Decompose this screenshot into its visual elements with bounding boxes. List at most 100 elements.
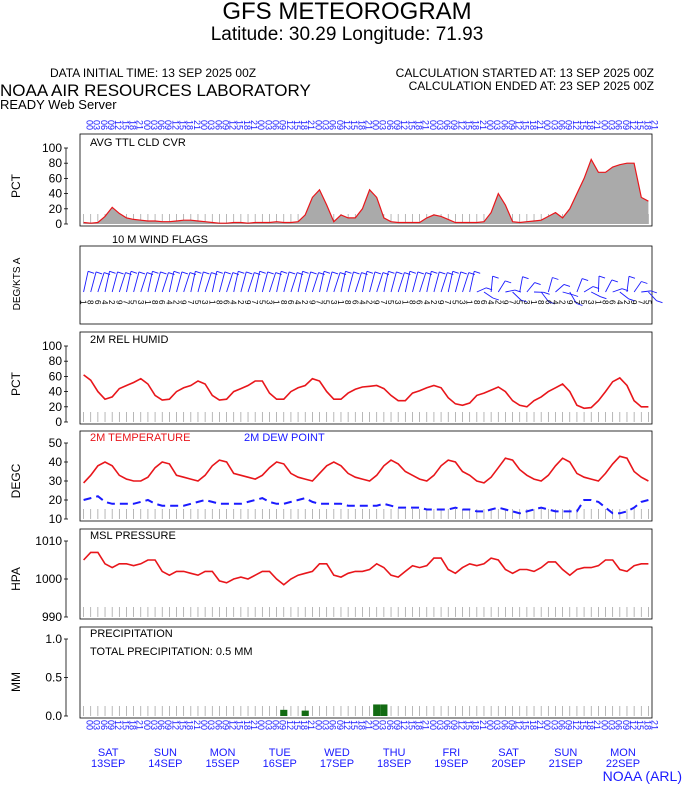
wind-barb [519, 276, 523, 293]
top-hour-label: 21 [363, 120, 373, 130]
bottom-hour-label: 15 [292, 720, 302, 730]
wind-barb [397, 272, 405, 293]
wind-speed-label: 4 [550, 300, 559, 305]
top-hour-label: 18 [528, 120, 538, 130]
top-hour-label: 15 [235, 120, 245, 130]
wind-barb [591, 291, 601, 298]
day-of-week-label: TUE [269, 747, 291, 759]
wind-speed-label: 4 [486, 300, 495, 305]
wind-barb [111, 271, 118, 293]
bottom-hour-label: 03 [549, 720, 559, 730]
wind-barb [648, 291, 657, 302]
pressure-panel-frame [79, 528, 653, 620]
wind-barb [83, 271, 89, 293]
wind-barb-flag [109, 270, 116, 274]
lab-name: NOAA AIR RESOURCES LABORATORY [0, 81, 311, 100]
wind-barb [497, 280, 506, 293]
temp-hour-ticks [83, 509, 649, 519]
wind-barb-flag [289, 271, 296, 275]
day-of-week-label: SAT [498, 747, 519, 759]
wind-speed-label: 5 [579, 300, 588, 305]
top-hour-label: 15 [120, 120, 130, 130]
wind-barb [619, 291, 629, 300]
bottom-hour-label: 12 [170, 720, 180, 730]
credit-label: NOAA (ARL) [602, 768, 682, 784]
bottom-hour-label: 21 [421, 720, 431, 730]
wind-barb-flag [130, 270, 138, 274]
wind-barb-flag [195, 270, 202, 274]
wind-speed-label: 2 [365, 300, 374, 305]
wind-barb-flag [650, 290, 657, 294]
wind-speed-label: 4 [164, 300, 173, 305]
wind-speed-label: 1 [143, 300, 152, 305]
wind-barb [290, 272, 298, 293]
bottom-hour-label: 12 [285, 720, 295, 730]
top-hour-label: 12 [285, 120, 295, 130]
wind-speed-label: 1 [207, 300, 216, 305]
bottom-hour-label: 18 [413, 720, 423, 730]
wind-barb-flag [259, 270, 266, 274]
wind-speed-label: 7 [508, 300, 517, 305]
top-hour-label: 15 [349, 120, 359, 130]
top-hour-label: 15 [464, 120, 474, 130]
wind-barb-flag [628, 298, 635, 302]
cloud-tick-label: 0 [55, 217, 62, 231]
top-hour-label: 12 [170, 120, 180, 130]
wind-barb-flag [611, 279, 618, 283]
day-of-week-label: WED [324, 747, 350, 759]
wind-speed-label: 2 [236, 300, 245, 305]
calc-ended-label: CALCULATION ENDED AT: 23 SEP 2025 00Z [408, 79, 654, 93]
precip-bar [280, 709, 288, 716]
top-hour-label: 21 [535, 120, 545, 130]
wind-speed-label: 6 [608, 300, 617, 305]
cloud-tick-label: 20 [49, 202, 63, 216]
wind-speed-label: 1 [336, 300, 345, 305]
wind-speed-label: 5 [257, 300, 266, 305]
bottom-hour-label: 03 [378, 720, 388, 730]
wind-speed-label: 8 [472, 300, 481, 305]
wind-barb [462, 272, 470, 293]
precip-tick-label: 0.0 [45, 709, 62, 723]
wind-barb [483, 291, 494, 299]
wind-barb [626, 276, 630, 293]
wind-barb [569, 291, 577, 304]
wind-barb-flag [246, 271, 253, 275]
wind-speed-label: 8 [343, 300, 352, 305]
wind-barb [526, 282, 535, 293]
wind-barb [240, 271, 247, 293]
pressure-tick-label: 1010 [35, 534, 62, 548]
pressure-tick-label: 1000 [35, 572, 62, 586]
wind-speed-label: 2 [429, 300, 438, 305]
wind-speed-label: 2 [300, 300, 309, 305]
pressure-hour-ticks [83, 607, 649, 617]
bottom-hour-label: 06 [156, 720, 166, 730]
wind-barb-flag [492, 275, 499, 279]
wind-barb [190, 271, 196, 293]
day-of-week-label: MON [210, 747, 236, 759]
bottom-hour-label: 15 [635, 720, 645, 730]
bottom-hour-label: 12 [342, 720, 352, 730]
bottom-hour-label: 03 [206, 720, 216, 730]
wind-barb-flag [641, 281, 648, 284]
top-hour-label: 09 [449, 120, 459, 130]
bottom-hour-label: 21 [363, 720, 373, 730]
wind-speed-label: 6 [222, 300, 231, 305]
top-hour-label: 06 [270, 120, 280, 130]
wind-barb-flag [552, 277, 559, 280]
top-hour-label: 06 [99, 120, 109, 130]
day-of-week-label: SUN [554, 747, 577, 759]
bottom-hour-label: 09 [278, 720, 288, 730]
bottom-hour-label: 18 [185, 720, 195, 730]
wind-speed-label: 1 [529, 300, 538, 305]
bottom-hour-label: 00 [142, 720, 152, 730]
bottom-hour-label: 21 [478, 720, 488, 730]
wind-speed-label: 9 [179, 300, 188, 305]
wind-speed-label: 8 [86, 300, 95, 305]
rh-line [83, 374, 649, 410]
top-hour-label: 18 [642, 120, 652, 130]
wind-barb [605, 279, 613, 293]
bottom-hour-label: 15 [521, 720, 531, 730]
wind-speed-label: 9 [243, 300, 252, 305]
top-hour-label: 06 [556, 120, 566, 130]
top-hour-label: 18 [185, 120, 195, 130]
